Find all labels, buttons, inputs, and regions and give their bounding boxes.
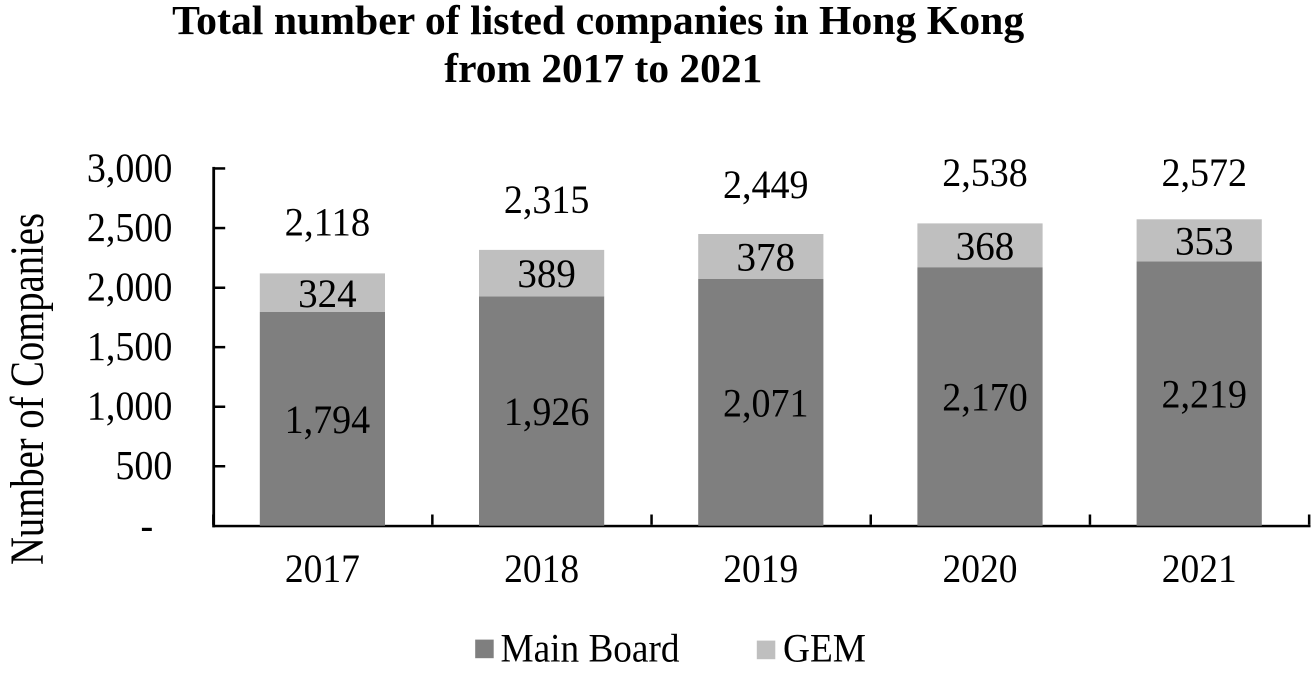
svg-text:2020: 2020	[943, 546, 1018, 591]
svg-text:389: 389	[517, 251, 576, 296]
svg-text:500: 500	[115, 442, 172, 488]
svg-text:324: 324	[298, 271, 357, 316]
svg-text:2,572: 2,572	[1161, 150, 1247, 195]
svg-text:2018: 2018	[504, 546, 579, 591]
svg-text:2021: 2021	[1162, 546, 1237, 591]
svg-text:1,926: 1,926	[504, 389, 590, 434]
svg-text:1,794: 1,794	[285, 397, 371, 442]
svg-text:2,315: 2,315	[504, 177, 590, 222]
svg-text:2,000: 2,000	[87, 263, 173, 309]
svg-text:378: 378	[737, 235, 796, 280]
svg-text:Number of Companies: Number of Companies	[1, 213, 54, 565]
svg-text:Total number of listed compani: Total number of listed companies in Hong…	[172, 0, 1024, 43]
svg-text:1,500: 1,500	[87, 323, 173, 369]
svg-text:GEM: GEM	[783, 626, 866, 671]
svg-text:3,000: 3,000	[87, 144, 173, 190]
svg-text:353: 353	[1175, 219, 1234, 264]
svg-text:2,538: 2,538	[942, 150, 1028, 195]
svg-text:2019: 2019	[723, 546, 798, 591]
svg-text:2,118: 2,118	[285, 200, 371, 245]
svg-text:2,449: 2,449	[723, 162, 809, 207]
svg-text:2,219: 2,219	[1161, 372, 1247, 417]
svg-text:from 2017 to 2021: from 2017 to 2021	[444, 45, 762, 91]
svg-text:2017: 2017	[285, 546, 360, 591]
svg-text:2,500: 2,500	[87, 204, 173, 250]
svg-text:2,071: 2,071	[723, 381, 809, 426]
svg-text:368: 368	[956, 223, 1015, 268]
svg-text:2,170: 2,170	[942, 375, 1028, 420]
svg-text:Main Board: Main Board	[501, 626, 680, 671]
svg-text:1,000: 1,000	[87, 383, 173, 429]
